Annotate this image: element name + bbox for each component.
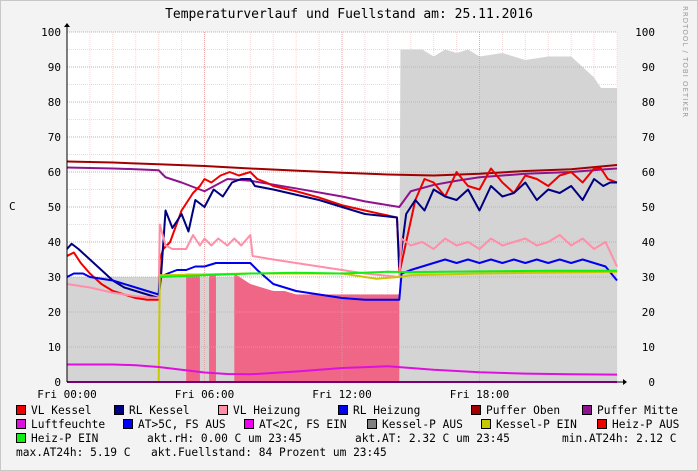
x-axis-arrow: [623, 379, 627, 385]
legend-item-at-5c: AT>5C, FS AUS: [123, 418, 226, 431]
series-vl-kessel: [66, 167, 618, 301]
right-tick-label: 10: [642, 341, 655, 354]
y-tick-label: 30: [48, 271, 61, 284]
legend-row-3: Heiz-P EIN akt.rH: 0.00 C um 23:45 akt.A…: [16, 432, 696, 446]
info-akt-at: akt.AT: 2.32 C um 23:45: [355, 432, 510, 445]
legend-item-heiz-p-ein: Heiz-P EIN: [16, 432, 98, 445]
x-tick-label: Fri 06:00: [175, 388, 235, 400]
legend-row-1: VL Kessel RL Kessel VL Heizung RL Heizun…: [16, 404, 696, 418]
legend-swatch: [16, 433, 26, 443]
legend-swatch: [338, 405, 348, 415]
right-tick-label: 50: [642, 201, 655, 214]
y-tick-label: 70: [48, 131, 61, 144]
y-tick-label: 60: [48, 166, 61, 179]
y-tick-label: 100: [41, 26, 61, 39]
right-tick-label: 80: [642, 96, 655, 109]
right-tick-label: 40: [642, 236, 655, 249]
info-min-at: min.AT24h: 2.12 C: [562, 432, 677, 445]
legend-item-rl-kessel: RL Kessel: [114, 404, 190, 417]
legend-swatch: [582, 405, 592, 415]
legend-swatch: [471, 405, 481, 415]
series-rl-kessel: [66, 178, 617, 299]
info-max-at: max.AT24h: 5.19 C: [16, 446, 131, 459]
legend-item-vl-kessel: VL Kessel: [16, 404, 92, 417]
info-akt-rh: akt.rH: 0.00 C um 23:45: [147, 432, 302, 445]
legend-swatch: [218, 405, 228, 415]
chart-title: Temperaturverlauf und Fuellstand am: 25.…: [165, 7, 533, 22]
y-tick-label: 80: [48, 96, 61, 109]
legend-swatch: [16, 405, 26, 415]
right-tick-label: 90: [642, 61, 655, 74]
info-fuellstand: akt.Fuellstand: 84 Prozent um 23:45: [151, 446, 387, 459]
legend-item-puffer-oben: Puffer Oben: [471, 404, 560, 417]
legend-swatch: [16, 419, 26, 429]
legend-item-rl-heizung: RL Heizung: [338, 404, 420, 417]
series-puffer-oben: [66, 160, 618, 177]
legend-item-kessel-p-ein: Kessel-P EIN: [481, 418, 577, 431]
right-tick-label: 100: [635, 26, 655, 39]
legend-swatch: [597, 419, 607, 429]
series-luftfeuchte: [67, 363, 618, 376]
y-tick-label: 10: [48, 341, 61, 354]
legend-item-at-2c: AT<2C, FS EIN: [244, 418, 347, 431]
series-kessel-p-ein: [67, 270, 618, 383]
right-tick-label: 0: [648, 376, 655, 389]
y-tick-label: 0: [54, 376, 61, 389]
x-tick-label: Fri 18:00: [450, 388, 510, 400]
legend-swatch: [123, 419, 133, 429]
legend-item-kessel-p-aus: Kessel-P AUS: [367, 418, 463, 431]
x-tick-label: Fri 12:00: [312, 388, 372, 400]
legend-item-heiz-p-aus: Heiz-P AUS: [597, 418, 679, 431]
series-heiz-p-ein: [159, 269, 617, 278]
y-tick-label: 40: [48, 236, 61, 249]
legend-item-luftfeuchte: Luftfeuchte: [16, 418, 105, 431]
y-axis-label: C: [9, 200, 16, 213]
area-heiz-p-ein: [186, 273, 400, 382]
legend-swatch: [114, 405, 124, 415]
right-tick-label: 20: [642, 306, 655, 319]
series-vl-heizung: [66, 223, 618, 299]
legend-swatch: [244, 419, 254, 429]
y-tick-label: 50: [48, 201, 61, 214]
right-tick-label: 60: [642, 166, 655, 179]
x-tick-label: Fri 00:00: [37, 388, 97, 400]
legend-row-4: max.AT24h: 5.19 C akt.Fuellstand: 84 Pro…: [16, 446, 696, 460]
legend-swatch: [367, 419, 377, 429]
legend-item-puffer-mitte: Puffer Mitte: [582, 404, 678, 417]
right-tick-label: 30: [642, 271, 655, 284]
y-axis-arrow: [64, 23, 70, 27]
chart-svg: 0 10 20 30 40 50 60 70 80 90 100 0 10 20 30 40 50 60 70 80 9…: [37, 23, 655, 400]
rrdtool-watermark: RRDTOOL / TOBI OETIKER: [681, 6, 689, 119]
y-tick-label: 20: [48, 306, 61, 319]
y-tick-label: 90: [48, 61, 61, 74]
right-tick-label: 70: [642, 131, 655, 144]
series-puffer-mitte: [66, 166, 618, 208]
legend-swatch: [481, 419, 491, 429]
legend: VL Kessel RL Kessel VL Heizung RL Heizun…: [16, 404, 696, 460]
legend-item-vl-heizung: VL Heizung: [218, 404, 300, 417]
legend-row-2: Luftfeuchte AT>5C, FS AUS AT<2C, FS EIN …: [16, 418, 696, 432]
